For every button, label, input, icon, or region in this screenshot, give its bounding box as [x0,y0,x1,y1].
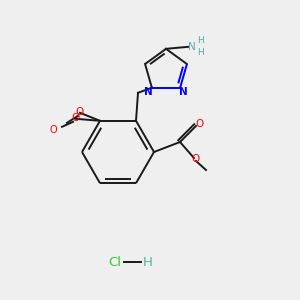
Text: H: H [143,256,153,268]
Text: O: O [195,119,203,129]
Text: H: H [198,48,204,57]
Text: N: N [179,87,188,97]
Text: O: O [76,107,84,117]
Text: O: O [50,125,57,135]
Text: H: H [198,36,204,45]
Text: O: O [191,154,199,164]
Text: N: N [188,42,196,52]
Text: Cl: Cl [109,256,122,268]
Text: O: O [72,113,80,123]
Text: N: N [145,87,153,97]
